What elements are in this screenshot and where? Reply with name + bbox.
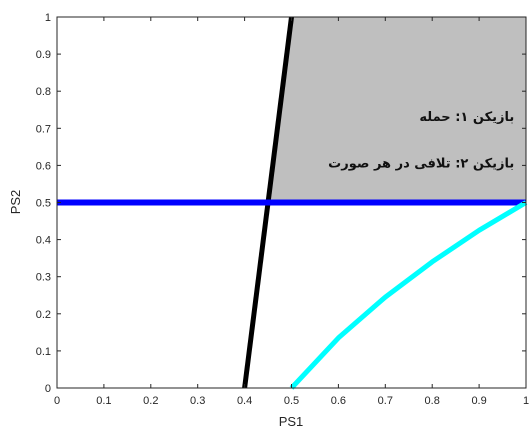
x-axis-label: PS1: [279, 414, 304, 428]
y-tick-label: 0.7: [36, 123, 51, 135]
series-line-3: [289, 200, 528, 390]
x-tick-label: 0.4: [237, 395, 252, 407]
ticks-layer: 0 0.1 0.2 0.3 0.4 0.5 0.6 0.7 0.8 0.9 1 0 0.1 0.2 0.3 0…: [36, 12, 529, 407]
annotation-text-2: بازیکن ۲: تلافی در هر صورت: [328, 156, 514, 171]
x-tick-label: 0.3: [190, 395, 205, 407]
y-axis-label: PS2: [8, 190, 23, 215]
x-tick-label: 0.8: [425, 395, 440, 407]
x-tick-label: 0: [54, 395, 60, 407]
x-tick-label: 0.9: [471, 395, 486, 407]
y-tick-label: 0.2: [36, 309, 51, 321]
x-tick-label: 0.1: [96, 395, 111, 407]
y-tick-label: 0.6: [36, 160, 51, 172]
y-tick-label: 0: [45, 383, 51, 395]
annotation-text-1: بازیکن ۱: حمله: [419, 110, 514, 125]
y-tick-label: 0.4: [36, 235, 51, 247]
x-tick-label: 0.2: [143, 395, 158, 407]
x-tick-label: 0.6: [331, 395, 346, 407]
annotation-layer: بازیکن ۱: حمله بازیکن ۲: تلافی در هر صورت: [328, 110, 514, 171]
series-layer: [57, 16, 528, 390]
y-tick-label: 0.8: [36, 86, 51, 98]
x-tick-label: 0.7: [378, 395, 393, 407]
y-tick-label: 0.1: [36, 346, 51, 358]
y-tick-label: 0.3: [36, 272, 51, 284]
y-tick-label: 0.9: [36, 49, 51, 61]
x-tick-label: 0.5: [284, 395, 299, 407]
shaded-region: [267, 17, 526, 203]
y-tick-label: 0.5: [36, 198, 51, 210]
x-tick-label: 1: [523, 395, 529, 407]
y-tick-label: 1: [45, 12, 51, 24]
shaded-region-layer: [267, 17, 526, 203]
